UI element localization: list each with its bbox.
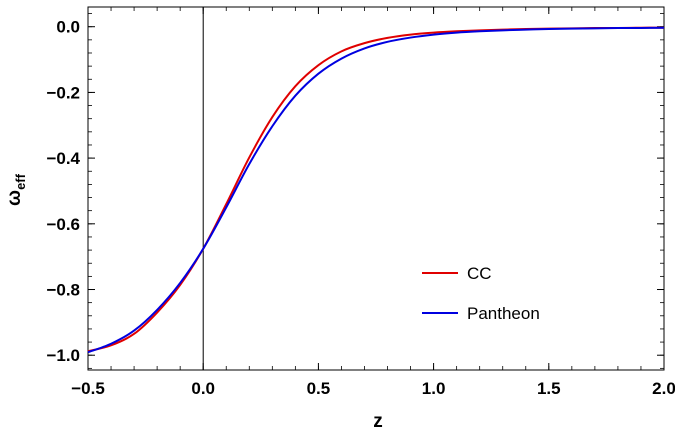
x-tick-label: 1.5 [537, 379, 561, 398]
y-axis-label-sub: eff [13, 173, 28, 190]
x-tick-label: 1.0 [422, 379, 446, 398]
ticks [87, 7, 665, 370]
x-tick-label: −0.5 [71, 379, 105, 398]
tick-labels: −0.5 0.0 0.5 1.0 1.5 2.0 −1.0 −0.8 −0.6 −0.4 −0.2 0… [46, 18, 675, 398]
y-tick-label: −0.6 [46, 215, 80, 234]
series-line-cc [87, 26, 665, 353]
legend-label-cc: CC [467, 264, 492, 283]
y-axis-label: ωeff [4, 173, 28, 206]
series-line-pantheon [87, 26, 665, 354]
x-tick-label: 2.0 [652, 379, 675, 398]
y-tick-label: 0.0 [56, 18, 80, 37]
y-axis-label-main: ω [4, 190, 25, 206]
y-tick-label: −1.0 [46, 346, 80, 365]
legend: CC Pantheon [422, 264, 540, 323]
plot-frame [87, 6, 665, 371]
y-tick-label: −0.8 [46, 281, 80, 300]
y-tick-label: −0.2 [46, 83, 80, 102]
legend-label-pantheon: Pantheon [467, 304, 540, 323]
x-tick-label: 0.0 [191, 379, 215, 398]
x-axis-label: z [373, 411, 383, 432]
series-layer [87, 26, 665, 354]
x-tick-label: 0.5 [307, 379, 331, 398]
y-tick-label: −0.4 [46, 149, 80, 168]
